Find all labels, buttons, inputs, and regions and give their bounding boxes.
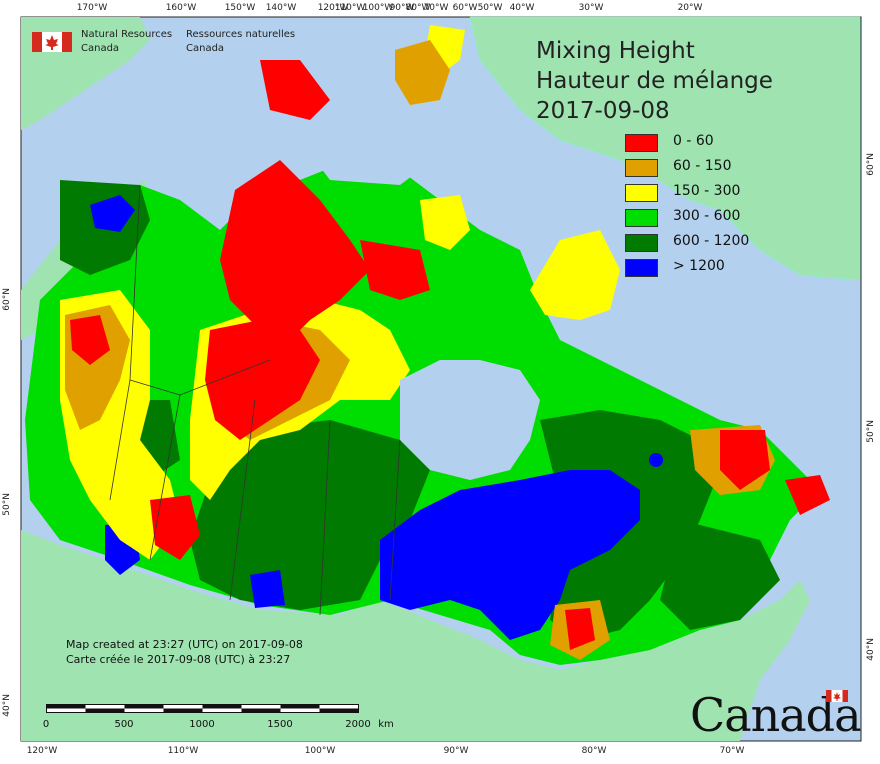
longitude-label: 50°W [477, 3, 503, 13]
maritimes-dark-green [660, 520, 780, 630]
nwt-red-region [220, 160, 370, 340]
wordmark-flag-icon [826, 690, 848, 702]
longitude-label: 100°W [362, 3, 394, 13]
ontario-red [565, 608, 595, 650]
longitude-label: 110°W [334, 3, 366, 13]
creation-note: Map created at 23:27 (UTC) on 2017-09-08… [66, 637, 303, 667]
longitude-label: 80°W [405, 3, 431, 13]
longitude-label: 110°W [167, 746, 199, 756]
arctic-channel [300, 140, 420, 185]
agency-en-line1: Natural Resources [81, 29, 173, 40]
map-date: 2017-09-08 [536, 98, 670, 124]
prairie-blue-spot [250, 570, 285, 608]
latitude-label: 40°N [866, 638, 876, 661]
legend-label: > 1200 [673, 258, 725, 274]
labrador-red [720, 430, 770, 490]
longitude-label: 160°W [165, 3, 197, 13]
longitude-label: 100°W [304, 746, 336, 756]
latitude-label: 50°N [866, 420, 876, 443]
agency-fr-line2: Canada [186, 43, 225, 54]
longitude-label: 170°W [76, 3, 108, 13]
longitude-label: 70°W [719, 746, 745, 756]
legend-swatch [625, 209, 658, 227]
legend-label: 600 - 1200 [673, 233, 750, 249]
longitude-label: 140°W [265, 3, 297, 13]
latitude-label: 50°N [2, 493, 12, 516]
newfoundland-red [785, 475, 830, 515]
legend-label: 0 - 60 [673, 133, 714, 149]
longitude-label: 70°W [423, 3, 449, 13]
agency-fr-line1: Ressources naturelles [186, 29, 296, 40]
agency-en-line2: Canada [81, 43, 120, 54]
hudson-bay [400, 360, 540, 480]
legend-swatch [625, 134, 658, 152]
latitude-label: 60°N [866, 153, 876, 176]
bc-south-red [150, 495, 200, 560]
arctic-yellow [420, 195, 470, 250]
usa-land [21, 530, 810, 741]
prairies-dark-green [190, 420, 430, 610]
longitude-label: 120°W [26, 746, 58, 756]
arctic-island-red [260, 60, 330, 120]
scale-bar: 0 500 1000 1500 2000 km [43, 703, 394, 730]
legend-label: 150 - 300 [673, 183, 741, 199]
quebec-blue-spot [649, 453, 663, 467]
legend-swatch [625, 184, 658, 202]
baffin-yellow [530, 230, 620, 320]
bc-red-spot [70, 315, 110, 365]
longitude-label: 120°W [317, 3, 349, 13]
arctic-red-region [360, 240, 430, 300]
scale-bar-graphic [46, 704, 359, 713]
scale-label: 1000 [189, 719, 215, 730]
province-boundaries [109, 184, 401, 616]
longitude-label: 90°W [389, 3, 415, 13]
legend-swatch [625, 259, 658, 277]
map-title-block: Mixing Height Hauteur de mélange 2017-09… [536, 36, 773, 126]
agency-name-fr: Ressources naturelles Canada [186, 28, 306, 56]
longitude-label: 150°W [224, 3, 256, 13]
legend-label: 300 - 600 [673, 208, 741, 224]
longitude-label: 40°W [509, 3, 535, 13]
longitude-label: 60°W [452, 3, 478, 13]
legend-swatch [625, 234, 658, 252]
map-title-fr: Hauteur de mélange [536, 68, 773, 94]
scale-label: 1500 [267, 719, 293, 730]
ontario-blue-region [380, 470, 640, 640]
legend-swatch [625, 159, 658, 177]
creation-note-en: Map created at 23:27 (UTC) on 2017-09-08 [66, 638, 303, 651]
longitude-label: 80°W [581, 746, 607, 756]
agency-name-en: Natural Resources Canada [81, 28, 191, 56]
central-red-region [205, 320, 320, 440]
longitude-label: 30°W [578, 3, 604, 13]
latitude-label: 40°N [2, 694, 12, 717]
longitude-label: 20°W [677, 3, 703, 13]
legend-label: 60 - 150 [673, 158, 732, 174]
scale-label: 2000 [345, 719, 371, 730]
creation-note-fr: Carte créée le 2017-09-08 (UTC) à 23:27 [66, 653, 291, 666]
greenland-land [469, 16, 861, 281]
longitude-label: 90°W [443, 746, 469, 756]
scale-unit: km [378, 719, 394, 730]
canada-flag-icon [32, 32, 72, 52]
scale-label: 0 [42, 719, 50, 730]
yukon-blue-spot [90, 195, 135, 232]
scale-label: 500 [114, 719, 134, 730]
ellesmere-orange [395, 40, 450, 105]
latitude-label: 60°N [2, 288, 12, 311]
map-title-en: Mixing Height [536, 38, 695, 64]
